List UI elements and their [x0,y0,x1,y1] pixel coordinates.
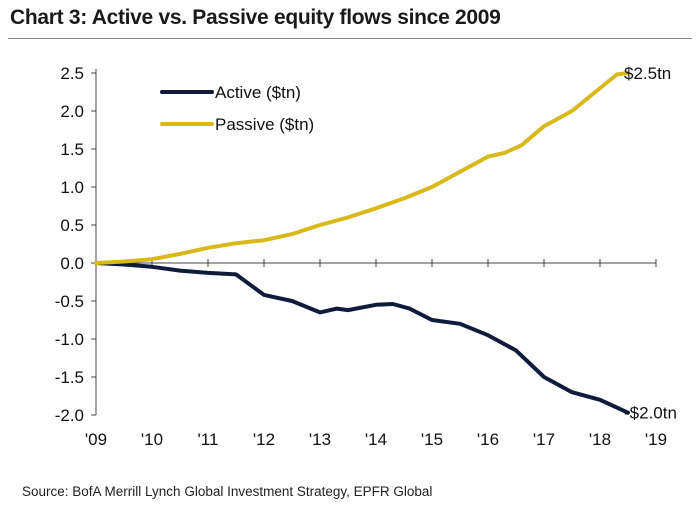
y-tick-label: 0.5 [60,216,84,235]
axes-group: 2.5 2.0 1.5 1.0 0.5 0.0 -0.5 -1.0 -1.5 -2.0'09 '10… [55,64,667,449]
end-label-active: -$2.0tn [624,404,677,423]
x-tick-label: '14 [365,430,387,449]
y-tick-label: -1.0 [55,330,84,349]
x-tick-label: '19 [645,430,667,449]
chart-title: Chart 3: Active vs. Passive equity flows… [10,6,501,29]
y-tick-label: -1.5 [55,368,84,387]
y-tick-label: 2.0 [60,102,84,121]
x-tick-label: '11 [198,430,219,449]
legend: Active ($tn) Passive ($tn) [160,83,314,134]
series-line-passive [94,71,630,265]
chart-plot: 2.5 2.0 1.5 1.0 0.5 0.0 -0.5 -1.0 -1.5 -2.0'09 '10… [55,64,677,449]
end-label-passive: $2.5tn [624,64,671,83]
y-tick-label: -0.5 [55,292,84,311]
title-divider [8,38,692,39]
x-tick-label: '18 [589,430,611,449]
series-group: -$2.0tn $2.5tn [94,64,677,423]
x-tick-label: '16 [477,430,499,449]
y-tick-label: 0.0 [60,254,84,273]
legend-label-passive: Passive ($tn) [215,115,314,134]
x-tick-label: '09 [85,430,107,449]
x-tick-label: '10 [141,430,163,449]
x-tick-label: '13 [309,430,331,449]
y-tick-label: 1.5 [60,140,84,159]
y-tick-label: 1.0 [60,178,84,197]
source-note: Source: BofA Merrill Lynch Global Invest… [22,484,433,499]
x-tick-label: '15 [421,430,443,449]
y-tick-label: 2.5 [60,64,84,83]
x-tick-label: '17 [533,430,555,449]
x-tick-label: '12 [253,430,275,449]
legend-label-active: Active ($tn) [215,83,301,102]
series-line-active [94,261,630,415]
y-tick-label: -2.0 [55,406,84,425]
